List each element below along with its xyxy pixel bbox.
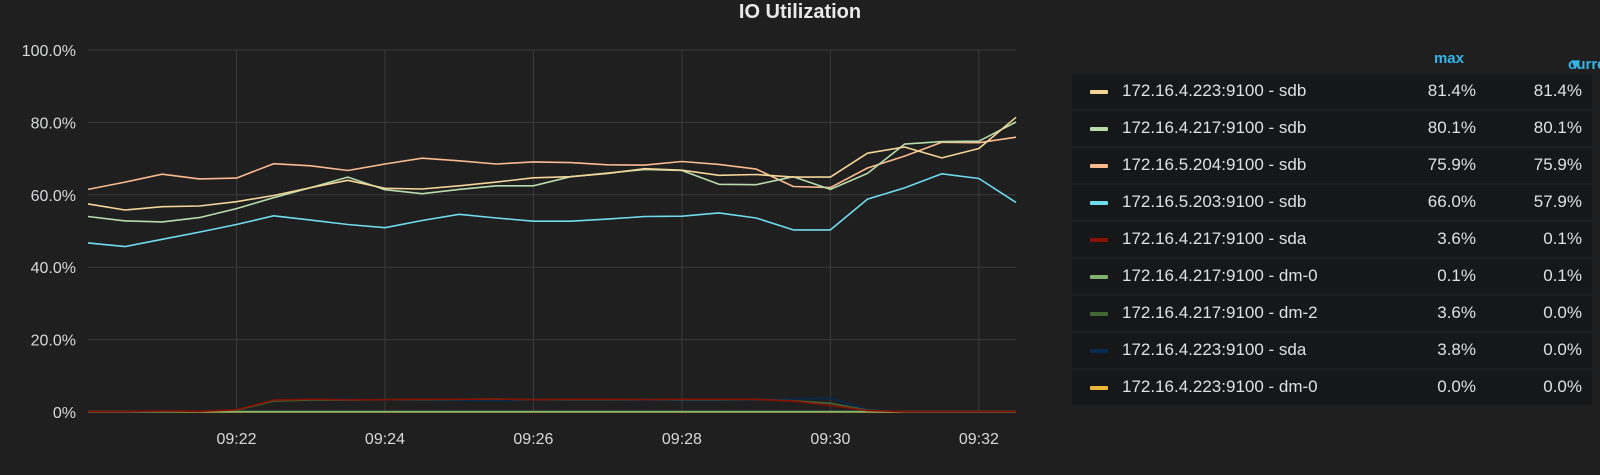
y-tick-label: 40.0% [31, 260, 76, 277]
legend-swatch[interactable] [1090, 90, 1108, 94]
legend-max-value: 80.1% [1427, 118, 1476, 137]
x-tick-label: 09:28 [662, 431, 702, 448]
x-tick-label: 09:30 [810, 431, 850, 448]
legend-series-name[interactable]: 172.16.4.223:9100 - sda [1122, 340, 1307, 359]
legend-item[interactable]: 172.16.5.203:9100 - sdb 66.0% 57.9% [1072, 185, 1592, 220]
legend-item[interactable]: 172.16.5.204:9100 - sdb 75.9% 75.9% [1072, 148, 1592, 183]
legend-max-value: 0.0% [1437, 377, 1476, 396]
legend-rows: 172.16.4.223:9100 - sdb 81.4% 81.4% 172.16.… [1072, 74, 1592, 405]
legend-swatch[interactable] [1090, 275, 1108, 279]
series-line [87, 116, 1017, 211]
legend-series-name[interactable]: 172.16.4.217:9100 - dm-0 [1122, 266, 1318, 285]
legend-item[interactable]: 172.16.4.223:9100 - sdb 81.4% 81.4% [1072, 74, 1592, 109]
legend-max-value: 75.9% [1427, 155, 1476, 174]
x-tick-label: 09:26 [513, 431, 553, 448]
series-line [87, 136, 1017, 191]
y-tick-label: 0% [53, 405, 76, 422]
legend-series-name[interactable]: 172.16.4.217:9100 - sdb [1122, 118, 1307, 137]
legend-max-value: 0.1% [1437, 266, 1476, 285]
legend-series-name[interactable]: 172.16.4.223:9100 - sdb [1122, 81, 1307, 100]
legend-item[interactable]: 172.16.4.217:9100 - dm-2 3.6% 0.0% [1072, 296, 1592, 331]
legend-current-value: 80.1% [1533, 118, 1582, 137]
legend-current-value: 57.9% [1533, 192, 1582, 211]
legend-series-name[interactable]: 172.16.4.217:9100 - dm-2 [1122, 303, 1318, 322]
legend-swatch[interactable] [1090, 386, 1108, 390]
legend-series-name[interactable]: 172.16.4.223:9100 - dm-0 [1122, 377, 1318, 396]
legend-swatch[interactable] [1090, 312, 1108, 316]
legend-max-value: 3.6% [1437, 229, 1476, 248]
legend-item[interactable]: 172.16.4.217:9100 - sdb 80.1% 80.1% [1072, 111, 1592, 146]
legend-current-value: 81.4% [1533, 81, 1582, 100]
legend-series-name[interactable]: 172.16.5.203:9100 - sdb [1122, 192, 1307, 211]
legend-swatch[interactable] [1090, 201, 1108, 205]
legend-table: max current▼ 172.16.4.223:9100 - sdb 81.4… [1072, 44, 1600, 407]
y-tick-label: 100.0% [22, 43, 76, 60]
legend-item[interactable]: 172.16.4.223:9100 - sda 3.8% 0.0% [1072, 333, 1592, 368]
legend-item[interactable]: 172.16.4.217:9100 - sda 3.6% 0.1% [1072, 222, 1592, 257]
legend-current-value: 0.0% [1543, 340, 1582, 359]
legend-header-current-label: current [1568, 56, 1600, 73]
series-line [87, 173, 1017, 248]
legend-swatch[interactable] [1090, 127, 1108, 131]
y-tick-label: 60.0% [31, 188, 76, 205]
line-chart: 0% 20.0% 40.0% 60.0% 80.0% 100.0% 09:22 09:24 09… [22, 43, 1017, 448]
legend-item[interactable]: 172.16.4.223:9100 - dm-0 0.0% 0.0% [1072, 370, 1592, 405]
series-line [88, 398, 1016, 413]
caret-down-icon: ▼ [1568, 56, 1583, 73]
legend-header: max current▼ [1072, 44, 1600, 74]
legend-max-value: 81.4% [1427, 81, 1476, 100]
legend-max-value: 66.0% [1427, 192, 1476, 211]
legend-header-max[interactable]: max [1433, 50, 1464, 67]
legend-swatch[interactable] [1090, 349, 1108, 353]
legend-current-value: 0.1% [1543, 229, 1582, 248]
legend-max-value: 3.8% [1437, 340, 1476, 359]
panel-title[interactable]: IO Utilization [738, 1, 862, 23]
x-tick-label: 09:22 [216, 431, 256, 448]
legend-series-name[interactable]: 172.16.5.204:9100 - sdb [1122, 155, 1307, 174]
y-tick-label: 80.0% [31, 115, 76, 132]
x-tick-label: 09:24 [365, 431, 405, 448]
legend-swatch[interactable] [1090, 164, 1108, 168]
legend-current-value: 75.9% [1533, 155, 1582, 174]
legend-series-name[interactable]: 172.16.4.217:9100 - sda [1122, 229, 1307, 248]
series-line [87, 121, 1017, 223]
legend-current-value: 0.1% [1543, 266, 1582, 285]
legend-max-value: 3.6% [1437, 303, 1476, 322]
legend-swatch[interactable] [1090, 238, 1108, 242]
legend-current-value: 0.0% [1543, 377, 1582, 396]
legend-item[interactable]: 172.16.4.217:9100 - dm-0 0.1% 0.1% [1072, 259, 1592, 294]
x-tick-label: 09:32 [959, 431, 999, 448]
y-tick-label: 20.0% [31, 333, 76, 350]
legend-current-value: 0.0% [1543, 303, 1582, 322]
